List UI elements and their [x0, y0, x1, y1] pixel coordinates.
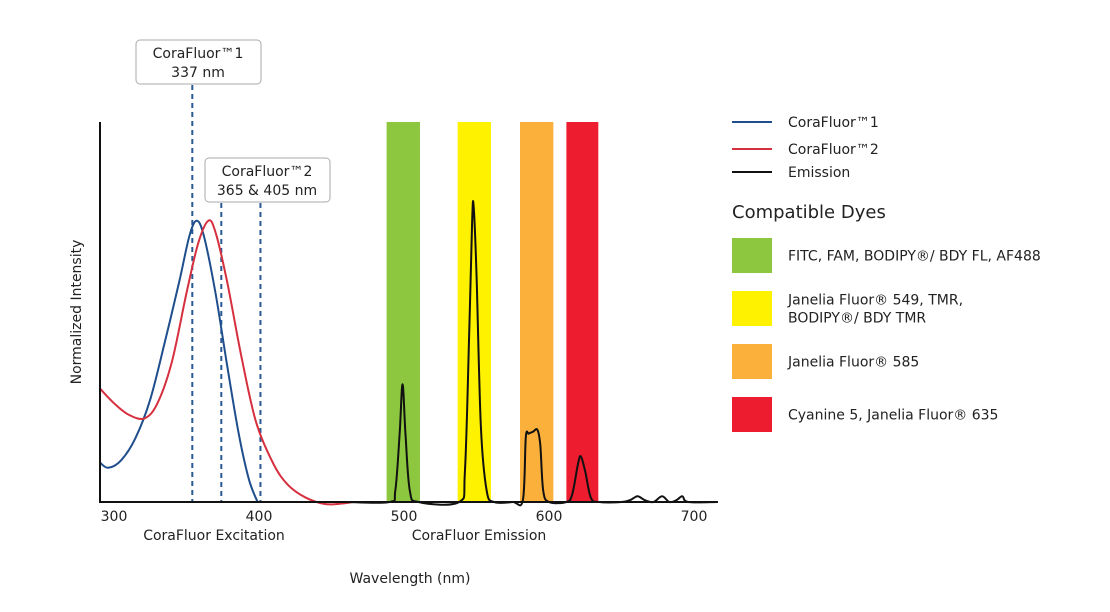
series-corafluor-1 [98, 219, 259, 503]
dye-label-4: Cyanine 5, Janelia Fluor® 635 [788, 408, 998, 424]
dye-legend: FITC, FAM, BODIPY®/ BDY FL, AF488 Janelia… [732, 238, 1041, 432]
x-group-label-excitation: CoraFluor Excitation [143, 528, 285, 544]
callout-2: CoraFluor™2 365 & 405 nm [204, 157, 331, 203]
dye-label-2: Janelia Fluor® 549, TMR, [787, 293, 963, 309]
dye-swatch-2 [732, 291, 772, 326]
dye-label-2: BODIPY®/ BDY TMR [788, 311, 926, 327]
x-tick-400: 400 [246, 509, 273, 525]
dye-label-1: FITC, FAM, BODIPY®/ BDY FL, AF488 [788, 249, 1041, 265]
callout-1-line2: 337 nm [171, 65, 225, 81]
x-axis-label: Wavelength (nm) [350, 571, 471, 587]
callout-1-line1: CoraFluor™1 [153, 46, 244, 62]
callout-1: CoraFluor™1 337 nm [135, 39, 262, 85]
series-emission [345, 200, 718, 507]
curves [98, 200, 718, 507]
dye-band-4 [566, 122, 599, 502]
x-tick-600: 600 [536, 509, 563, 525]
callout-2-line2: 365 & 405 nm [217, 183, 317, 199]
dye-label-3: Janelia Fluor® 585 [787, 355, 919, 371]
dye-swatch-4 [732, 397, 772, 432]
compatible-dyes-title: Compatible Dyes [732, 202, 886, 223]
dye-bands [386, 122, 599, 502]
excitation-lines [191, 85, 262, 502]
dye-band-1 [386, 122, 420, 502]
x-tick-700: 700 [681, 509, 708, 525]
y-axis-label: Normalized Intensity [69, 240, 85, 385]
series-corafluor-2 [98, 219, 354, 506]
dye-swatch-1 [732, 238, 772, 273]
legend: CoraFluor™1 CoraFluor™2 Emission Compati… [732, 115, 1041, 432]
dye-band-2 [457, 122, 491, 502]
dye-swatch-3 [732, 344, 772, 379]
x-tick-300: 300 [101, 509, 128, 525]
callout-2-line1: CoraFluor™2 [222, 164, 313, 180]
legend-label-corafluor2: CoraFluor™2 [788, 142, 879, 158]
x-tick-labels: 300 400 500 600 700 [101, 509, 708, 525]
x-group-label-emission: CoraFluor Emission [412, 528, 547, 544]
x-tick-500: 500 [391, 509, 418, 525]
legend-label-corafluor1: CoraFluor™1 [788, 115, 879, 131]
legend-label-emission: Emission [788, 165, 850, 181]
